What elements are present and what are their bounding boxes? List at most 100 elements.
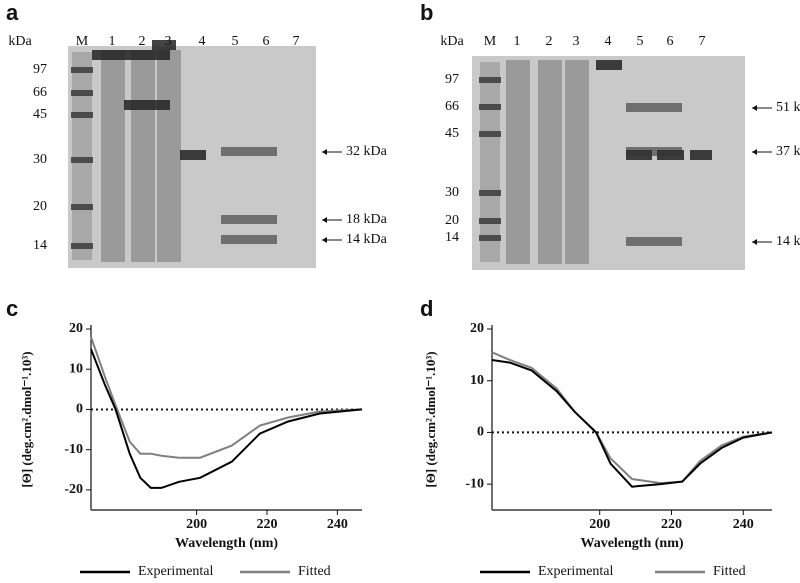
marker-label: 20 bbox=[445, 213, 459, 228]
y-tick-label: 20 bbox=[470, 321, 484, 336]
x-tick-label: 220 bbox=[661, 517, 682, 532]
lane-label: 6 bbox=[667, 34, 674, 49]
unit-label: kDa bbox=[440, 34, 464, 49]
x-tick-label: 200 bbox=[589, 517, 610, 532]
protein-band bbox=[690, 150, 712, 160]
y-tick-label: 0 bbox=[76, 402, 83, 417]
marker-label: 66 bbox=[33, 85, 47, 100]
lane-label: 4 bbox=[605, 34, 612, 49]
arrow-head bbox=[322, 237, 327, 243]
y-tick-label: -10 bbox=[64, 442, 83, 457]
cd-curve bbox=[90, 336, 363, 459]
protein-band bbox=[92, 50, 170, 60]
marker-label: 45 bbox=[33, 107, 47, 122]
lane-smear bbox=[101, 50, 125, 262]
marker-label: 45 bbox=[445, 126, 459, 141]
marker-label: 97 bbox=[445, 72, 459, 87]
marker-lane bbox=[72, 52, 92, 260]
marker-band bbox=[71, 243, 93, 249]
lane-label: 2 bbox=[139, 34, 146, 49]
protein-band bbox=[596, 60, 622, 70]
x-axis-label: Wavelength (nm) bbox=[580, 536, 683, 551]
marker-band bbox=[479, 190, 501, 196]
x-tick-label: 220 bbox=[256, 517, 277, 532]
lane-label: M bbox=[484, 34, 497, 49]
x-axis-label: Wavelength (nm) bbox=[175, 536, 278, 551]
marker-lane bbox=[480, 62, 500, 262]
y-tick-label: 10 bbox=[470, 373, 484, 388]
marker-label: 97 bbox=[33, 62, 47, 77]
legend-label: Experimental bbox=[538, 564, 614, 579]
legend-label: Fitted bbox=[298, 564, 331, 579]
marker-band bbox=[479, 218, 501, 224]
marker-band bbox=[479, 77, 501, 83]
protein-band bbox=[626, 103, 682, 112]
marker-band bbox=[71, 112, 93, 118]
marker-label: 30 bbox=[445, 185, 459, 200]
lane-label: 2 bbox=[546, 34, 553, 49]
lane-label: M bbox=[76, 34, 89, 49]
x-tick-label: 200 bbox=[186, 517, 207, 532]
panel-letter: c bbox=[6, 296, 18, 321]
marker-band bbox=[71, 67, 93, 73]
y-tick-label: 0 bbox=[477, 425, 484, 440]
lane-smear bbox=[506, 60, 530, 264]
lane-label: 4 bbox=[199, 34, 206, 49]
marker-label: 20 bbox=[33, 199, 47, 214]
lane-smear bbox=[157, 50, 181, 262]
arrow-head bbox=[752, 105, 757, 111]
legend-label: Fitted bbox=[713, 564, 746, 579]
arrow-label: 14 kDa bbox=[346, 232, 388, 247]
unit-label: kDa bbox=[8, 34, 32, 49]
protein-band bbox=[124, 100, 170, 110]
arrow-label: 32 kDa bbox=[346, 144, 388, 159]
marker-band bbox=[71, 157, 93, 163]
marker-label: 14 bbox=[33, 238, 47, 253]
protein-band bbox=[221, 235, 277, 244]
lane-label: 1 bbox=[109, 34, 116, 49]
panel-letter: b bbox=[420, 0, 433, 25]
arrow-head bbox=[752, 149, 757, 155]
cd-curve bbox=[90, 348, 363, 489]
lane-label: 7 bbox=[293, 34, 300, 49]
marker-band bbox=[479, 104, 501, 110]
protein-band bbox=[221, 215, 277, 224]
protein-band bbox=[626, 147, 682, 156]
y-tick-label: 10 bbox=[69, 361, 83, 376]
arrow-label: 51 kDa bbox=[776, 100, 800, 115]
lane-label: 3 bbox=[573, 34, 580, 49]
marker-band bbox=[71, 204, 93, 210]
y-tick-label: -10 bbox=[465, 476, 484, 491]
arrow-label: 18 kDa bbox=[346, 212, 388, 227]
marker-label: 14 bbox=[445, 230, 459, 245]
lane-label: 5 bbox=[232, 34, 239, 49]
protein-band bbox=[221, 147, 277, 156]
cd-curve bbox=[491, 359, 773, 488]
marker-band bbox=[479, 131, 501, 137]
y-tick-label: 20 bbox=[69, 321, 83, 336]
arrow-head bbox=[752, 239, 757, 245]
arrow-head bbox=[322, 217, 327, 223]
protein-band bbox=[180, 150, 206, 160]
y-axis-label: [Θ] (deg.cm².dmol⁻¹.10³) bbox=[19, 351, 34, 487]
panel-letter: a bbox=[6, 0, 19, 25]
marker-label: 30 bbox=[33, 152, 47, 167]
protein-band bbox=[626, 237, 682, 246]
y-axis-label: [Θ] (deg.cm².dmol⁻¹.10³) bbox=[423, 351, 438, 487]
panel-letter: d bbox=[420, 296, 433, 321]
arrow-label: 37 kDa bbox=[776, 144, 800, 159]
lane-label: 5 bbox=[637, 34, 644, 49]
x-tick-label: 240 bbox=[327, 517, 348, 532]
lane-smear bbox=[565, 60, 589, 264]
marker-band bbox=[479, 235, 501, 241]
lane-label: 1 bbox=[514, 34, 521, 49]
x-tick-label: 240 bbox=[733, 517, 754, 532]
protein-band bbox=[152, 40, 176, 50]
lane-smear bbox=[538, 60, 562, 264]
marker-label: 66 bbox=[445, 99, 459, 114]
legend-label: Experimental bbox=[138, 564, 214, 579]
arrow-head bbox=[322, 149, 327, 155]
lane-smear bbox=[131, 50, 155, 262]
